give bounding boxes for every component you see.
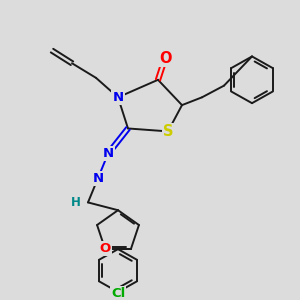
- Text: H: H: [71, 196, 81, 209]
- Text: N: N: [112, 91, 124, 104]
- Text: Cl: Cl: [111, 287, 125, 300]
- Text: N: N: [102, 147, 114, 160]
- Text: N: N: [92, 172, 104, 184]
- Text: S: S: [163, 124, 173, 139]
- Text: O: O: [99, 242, 111, 255]
- Text: O: O: [159, 51, 171, 66]
